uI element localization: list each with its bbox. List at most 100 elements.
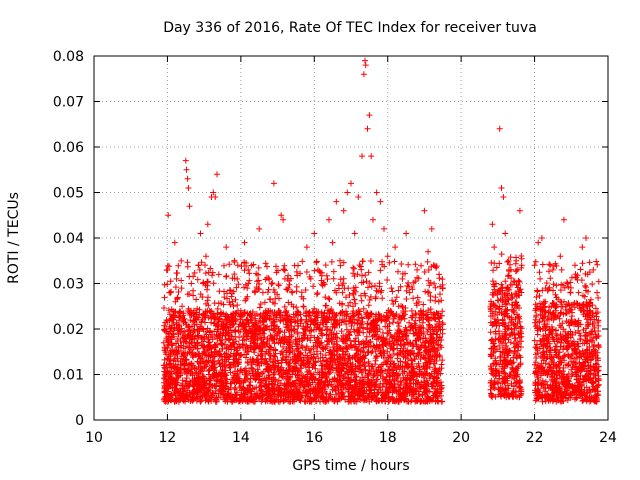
data-point <box>195 326 202 333</box>
data-point <box>504 273 511 280</box>
data-point <box>258 377 265 384</box>
data-point <box>402 332 409 339</box>
data-point <box>375 311 382 318</box>
data-point <box>417 345 424 352</box>
data-point <box>307 349 314 356</box>
data-point <box>213 331 220 338</box>
data-point <box>186 309 193 316</box>
data-point <box>314 290 321 297</box>
data-point <box>208 315 215 322</box>
data-point <box>333 330 340 337</box>
data-point <box>410 350 417 357</box>
data-point <box>346 369 353 376</box>
data-point <box>416 317 423 324</box>
data-point <box>191 269 198 276</box>
data-point <box>314 351 321 357</box>
data-point <box>495 380 502 387</box>
data-point <box>504 259 511 265</box>
data-point <box>343 326 350 333</box>
data-point <box>290 387 297 394</box>
data-point <box>251 385 258 392</box>
data-point <box>190 329 197 336</box>
data-point <box>317 379 324 386</box>
data-point <box>175 313 182 320</box>
data-point <box>257 370 264 377</box>
data-point <box>318 385 325 392</box>
data-point <box>365 379 372 386</box>
data-point <box>404 355 411 362</box>
data-point <box>352 338 359 345</box>
data-point <box>397 283 404 290</box>
data-point <box>202 328 209 335</box>
data-point <box>536 292 543 299</box>
data-point <box>294 330 301 337</box>
data-point <box>421 342 428 349</box>
data-point <box>211 313 218 320</box>
data-point <box>194 339 201 346</box>
data-point <box>304 324 311 331</box>
data-point <box>344 310 351 317</box>
data-point <box>303 345 310 351</box>
data-point <box>280 398 287 405</box>
data-point <box>228 311 234 318</box>
data-point <box>316 376 322 383</box>
data-point <box>301 354 307 361</box>
data-point <box>205 314 212 321</box>
data-point <box>379 258 385 265</box>
data-point <box>241 259 248 266</box>
data-point <box>397 382 404 388</box>
data-point <box>367 258 374 264</box>
data-point <box>240 384 247 391</box>
data-point <box>255 358 262 365</box>
data-point <box>434 375 441 382</box>
data-point <box>270 336 277 342</box>
data-point <box>390 396 396 403</box>
data-point <box>373 344 380 351</box>
data-point <box>426 388 433 395</box>
data-point <box>162 327 168 334</box>
data-point <box>175 289 182 295</box>
data-point <box>396 330 403 337</box>
data-point <box>363 333 370 340</box>
data-point <box>397 350 404 357</box>
data-point <box>370 319 377 326</box>
data-point <box>190 390 197 397</box>
data-point <box>324 341 330 348</box>
data-point <box>390 350 397 357</box>
data-point <box>425 351 432 358</box>
data-point <box>364 393 371 400</box>
data-point <box>499 390 506 397</box>
data-point <box>341 285 348 292</box>
data-point <box>358 369 365 376</box>
data-point <box>281 303 288 310</box>
data-point <box>511 302 518 309</box>
data-point <box>492 373 499 380</box>
data-point <box>422 391 429 398</box>
data-point <box>191 351 198 358</box>
data-point <box>198 259 205 266</box>
data-point <box>436 366 443 373</box>
data-point <box>203 331 210 338</box>
data-point <box>210 358 217 365</box>
data-point <box>507 261 513 268</box>
data-point <box>420 354 427 360</box>
data-point <box>321 316 327 323</box>
data-point <box>243 327 250 334</box>
data-point <box>382 398 389 405</box>
data-point <box>173 321 180 328</box>
data-point <box>510 354 517 361</box>
data-point <box>336 361 343 367</box>
data-point <box>264 263 270 270</box>
data-point <box>311 334 318 341</box>
data-point <box>384 277 391 283</box>
data-point <box>172 284 179 291</box>
data-point <box>380 347 387 354</box>
data-point <box>300 373 307 379</box>
data-point <box>291 351 298 358</box>
data-point <box>247 313 254 319</box>
data-point <box>172 381 179 388</box>
data-point <box>325 397 332 404</box>
data-point <box>427 279 434 286</box>
data-point <box>233 284 240 291</box>
data-point <box>559 333 566 340</box>
